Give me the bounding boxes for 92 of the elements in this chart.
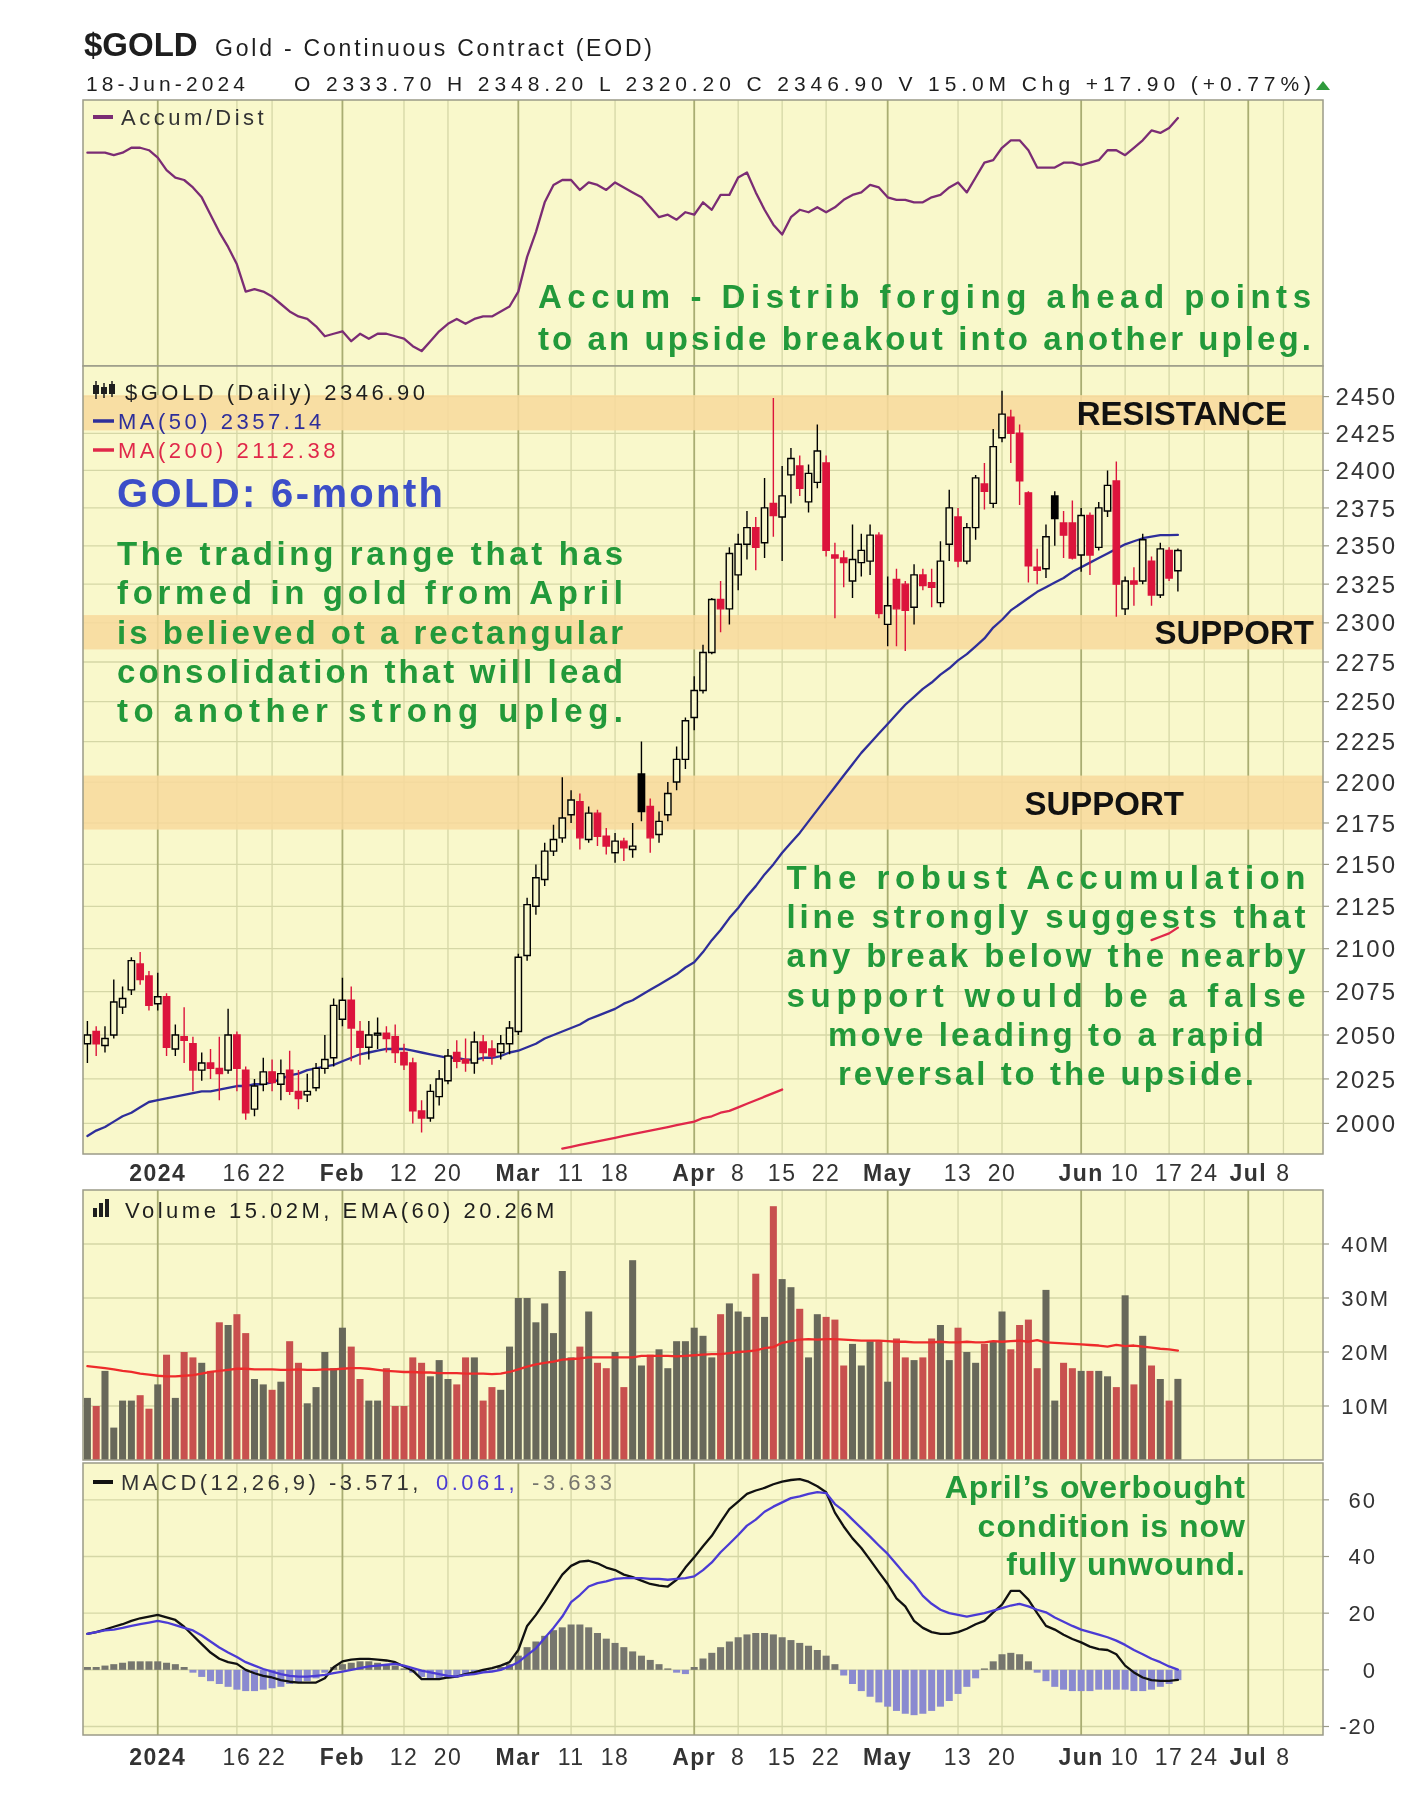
x-tick-label: Feb bbox=[319, 1744, 366, 1770]
y-tick-label: 40M bbox=[1341, 1231, 1390, 1257]
chart-subtitle: Gold - Continuous Contract (EOD) bbox=[215, 35, 652, 61]
legend-title: $GOLD (Daily) 2346.90 bbox=[125, 380, 429, 405]
y-tick-label: 20M bbox=[1341, 1339, 1390, 1365]
y-tick-label: 2150 bbox=[1335, 851, 1397, 879]
x-tick-label: 20 bbox=[433, 1160, 463, 1186]
x-tick-label: 8 bbox=[731, 1744, 746, 1770]
y-tick-label: 2025 bbox=[1335, 1065, 1397, 1093]
y-tick-label: 2000 bbox=[1335, 1110, 1397, 1138]
text: -3.633 bbox=[532, 1470, 616, 1495]
y-tick-label: 2225 bbox=[1335, 728, 1397, 756]
x-tick-label: 24 bbox=[1189, 1744, 1219, 1770]
y-tick-label: 2400 bbox=[1335, 457, 1397, 485]
x-tick-label: Jun bbox=[1058, 1744, 1104, 1770]
chart-title: $GOLD bbox=[84, 26, 198, 63]
annotation: April’s overbought condition is now fully unwound. bbox=[944, 1469, 1246, 1582]
x-tick-label: 22 bbox=[811, 1744, 841, 1770]
y-tick-label: 30M bbox=[1341, 1285, 1390, 1311]
x-tick-label: 15 bbox=[767, 1160, 797, 1186]
x-tick-label: 20 bbox=[987, 1160, 1017, 1186]
x-tick-label: 18 bbox=[600, 1160, 630, 1186]
x-tick-label: 15 bbox=[767, 1744, 797, 1770]
x-tick-label: Apr bbox=[672, 1160, 717, 1186]
annotation: The trading range that has formed in gold from April is believed ot a rectangular consolidation that will lead to another strong upleg. bbox=[117, 535, 624, 730]
x-tick-label: 8 bbox=[731, 1160, 746, 1186]
x-tick-label: 13 bbox=[943, 1160, 973, 1186]
y-tick-label: 0 bbox=[1362, 1657, 1377, 1683]
y-tick-label: 20 bbox=[1348, 1601, 1377, 1627]
legend-title: Volume 15.02M, EMA(60) 20.26M bbox=[125, 1198, 558, 1223]
y-tick-label: 2100 bbox=[1335, 935, 1397, 963]
y-tick-label: 2300 bbox=[1335, 609, 1397, 637]
x-tick-label: 22 bbox=[257, 1160, 287, 1186]
x-tick-label: Feb bbox=[319, 1160, 366, 1186]
x-tick-label: 12 bbox=[389, 1744, 419, 1770]
x-tick-label: 22 bbox=[811, 1160, 841, 1186]
legend-label: MACD(12,26,9) -3.571, bbox=[121, 1470, 422, 1495]
y-tick-label: 2275 bbox=[1335, 648, 1397, 676]
y-tick-label: 40 bbox=[1348, 1544, 1377, 1570]
annotation: Accum - Distrib forging ahead points to an upside breakout into another upleg. bbox=[538, 278, 1311, 357]
x-tick-label: 2024 bbox=[129, 1160, 187, 1186]
y-tick-label: 2375 bbox=[1335, 494, 1397, 522]
band-label: SUPPORT bbox=[1024, 784, 1184, 822]
y-tick-label: 2200 bbox=[1335, 768, 1397, 796]
text: 0.061, bbox=[435, 1470, 519, 1495]
text: 18-Jun-2024 bbox=[86, 72, 246, 95]
y-tick-label: 2250 bbox=[1335, 688, 1397, 716]
x-tick-label: 22 bbox=[257, 1744, 287, 1770]
x-tick-label: May bbox=[863, 1744, 913, 1770]
y-tick-label: 60 bbox=[1348, 1487, 1377, 1513]
y-tick-label: 2350 bbox=[1335, 532, 1397, 560]
y-tick-label: 2450 bbox=[1335, 383, 1397, 411]
x-tick-label: 8 bbox=[1276, 1160, 1291, 1186]
x-tick-label: 20 bbox=[433, 1744, 463, 1770]
legend-label: MA(50) 2357.14 bbox=[118, 409, 325, 434]
x-tick-label: Jun bbox=[1058, 1160, 1104, 1186]
x-tick-label: 20 bbox=[987, 1744, 1017, 1770]
x-tick-label: May bbox=[863, 1160, 913, 1186]
x-tick-label: 2024 bbox=[129, 1744, 187, 1770]
text: O 2333.70 H 2348.20 L 2320.20 C 2346.90 V 15.0M Chg +17.90 (+0.77%) bbox=[294, 72, 1311, 95]
annotation: GOLD: 6-month bbox=[117, 471, 443, 515]
x-tick-label: Mar bbox=[495, 1160, 542, 1186]
x-tick-label: 11 bbox=[557, 1744, 585, 1770]
legend-label: MA(200) 2112.38 bbox=[118, 438, 339, 463]
x-tick-label: 10 bbox=[1110, 1744, 1140, 1770]
x-tick-label: 16 bbox=[222, 1744, 252, 1770]
x-tick-label: Jul bbox=[1229, 1160, 1268, 1186]
y-tick-label: 2325 bbox=[1335, 570, 1397, 598]
x-tick-label: 16 bbox=[222, 1160, 252, 1186]
x-tick-label: Apr bbox=[672, 1744, 717, 1770]
x-tick-label: 17 bbox=[1154, 1160, 1184, 1186]
y-tick-label: 2075 bbox=[1335, 978, 1397, 1006]
y-tick-label: 2175 bbox=[1335, 809, 1397, 837]
annotation: The robust Accumulation line strongly suggests that any break below the nearby support would be a false move leading to a rapid reversal to the upside. bbox=[786, 859, 1307, 1092]
y-tick-label: 2050 bbox=[1335, 1021, 1397, 1049]
x-tick-label: 24 bbox=[1189, 1160, 1219, 1186]
y-tick-label: 2125 bbox=[1335, 892, 1397, 920]
y-tick-label: -20 bbox=[1339, 1714, 1377, 1740]
band-label: RESISTANCE bbox=[1076, 394, 1287, 432]
x-tick-label: 11 bbox=[557, 1160, 585, 1186]
legend-label: Accum/Dist bbox=[121, 105, 268, 130]
x-tick-label: Mar bbox=[495, 1744, 542, 1770]
x-tick-label: 8 bbox=[1276, 1744, 1291, 1770]
band-label: SUPPORT bbox=[1154, 614, 1314, 652]
x-tick-label: 13 bbox=[943, 1744, 973, 1770]
x-tick-label: 17 bbox=[1154, 1744, 1184, 1770]
x-tick-label: Jul bbox=[1229, 1744, 1268, 1770]
x-tick-label: 18 bbox=[600, 1744, 630, 1770]
y-tick-label: 10M bbox=[1341, 1393, 1390, 1419]
x-tick-label: 10 bbox=[1110, 1160, 1140, 1186]
x-tick-label: 12 bbox=[389, 1160, 419, 1186]
y-tick-label: 2425 bbox=[1335, 419, 1397, 447]
